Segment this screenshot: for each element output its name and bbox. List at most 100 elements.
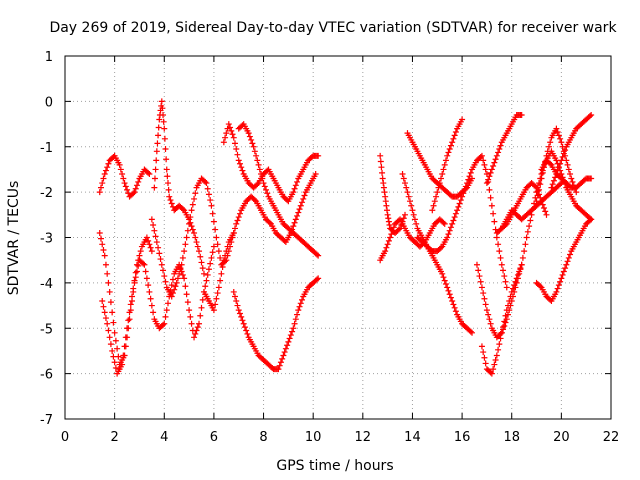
data-point <box>277 359 284 366</box>
data-point <box>223 130 230 137</box>
data-point <box>126 309 133 316</box>
data-point <box>104 164 111 171</box>
data-point <box>507 302 514 309</box>
data-point <box>105 327 112 334</box>
data-point <box>488 202 495 209</box>
data-points <box>96 98 595 377</box>
data-point <box>275 366 282 373</box>
data-point <box>445 231 452 238</box>
data-point <box>503 316 510 323</box>
data-point <box>182 283 189 290</box>
data-point <box>402 180 409 187</box>
data-point <box>158 261 165 268</box>
data-point <box>135 257 142 264</box>
data-point <box>380 184 387 191</box>
data-point <box>106 288 113 295</box>
data-point <box>550 177 557 184</box>
data-point <box>451 214 458 221</box>
data-point <box>449 220 456 227</box>
data-point <box>434 189 441 196</box>
x-axis-label: GPS time / hours <box>276 458 393 474</box>
data-point <box>204 271 211 278</box>
data-point <box>217 254 224 261</box>
data-point <box>379 169 386 176</box>
data-point <box>431 198 438 205</box>
data-point <box>143 275 150 282</box>
data-point <box>220 139 227 146</box>
data-point <box>233 146 240 153</box>
data-point <box>254 157 261 164</box>
data-point <box>104 270 111 277</box>
data-point <box>292 216 299 223</box>
x-tick-label: 16 <box>454 430 471 445</box>
data-point <box>152 166 159 173</box>
data-point <box>137 248 144 255</box>
data-point <box>483 180 490 187</box>
data-point <box>212 301 219 308</box>
data-point <box>97 235 104 242</box>
data-point <box>107 341 114 348</box>
data-point <box>446 227 453 234</box>
data-point <box>567 251 574 258</box>
data-point <box>124 325 131 332</box>
x-tick-label: 10 <box>305 430 322 445</box>
data-point <box>454 207 461 214</box>
data-point <box>163 307 170 314</box>
data-point <box>445 149 452 156</box>
data-point <box>496 248 503 255</box>
data-point <box>380 180 387 187</box>
data-point <box>564 161 571 168</box>
data-point <box>446 291 453 298</box>
data-point <box>160 111 167 118</box>
data-point <box>457 197 464 204</box>
data-point <box>133 182 140 189</box>
data-point <box>487 369 494 376</box>
x-tick-label: 0 <box>61 430 69 445</box>
data-point <box>543 211 550 218</box>
data-point <box>451 132 458 139</box>
data-point <box>164 180 171 187</box>
data-point <box>160 118 167 125</box>
data-point <box>398 222 405 229</box>
data-point <box>173 279 180 286</box>
data-point <box>207 197 214 204</box>
data-point <box>440 166 447 173</box>
data-point <box>192 330 199 337</box>
data-point <box>444 152 451 159</box>
data-point <box>313 276 320 283</box>
data-point <box>236 310 243 317</box>
data-point <box>186 220 193 227</box>
data-point <box>295 209 302 216</box>
data-point <box>209 249 216 256</box>
data-point <box>99 241 106 248</box>
data-point <box>382 198 389 205</box>
data-point <box>241 324 248 331</box>
data-point <box>174 275 181 282</box>
data-point <box>106 334 113 341</box>
data-point <box>197 312 204 319</box>
data-point <box>163 166 170 173</box>
data-point <box>485 311 492 318</box>
data-point <box>514 275 521 282</box>
data-point <box>459 193 466 200</box>
data-point <box>384 211 391 218</box>
data-point <box>208 254 215 261</box>
data-point <box>279 355 286 362</box>
data-point <box>291 320 298 327</box>
data-point <box>429 207 436 214</box>
data-point <box>229 131 236 138</box>
data-point <box>467 169 474 176</box>
data-point <box>172 283 179 290</box>
data-point <box>289 328 296 335</box>
data-point <box>562 152 569 159</box>
data-point <box>187 219 194 226</box>
data-point <box>547 139 554 146</box>
data-point <box>498 261 505 268</box>
data-point <box>503 284 510 291</box>
data-point <box>483 307 490 314</box>
data-point <box>246 133 253 140</box>
data-point <box>132 185 139 192</box>
data-point <box>441 161 448 168</box>
data-point <box>161 135 168 142</box>
data-point <box>230 229 237 236</box>
